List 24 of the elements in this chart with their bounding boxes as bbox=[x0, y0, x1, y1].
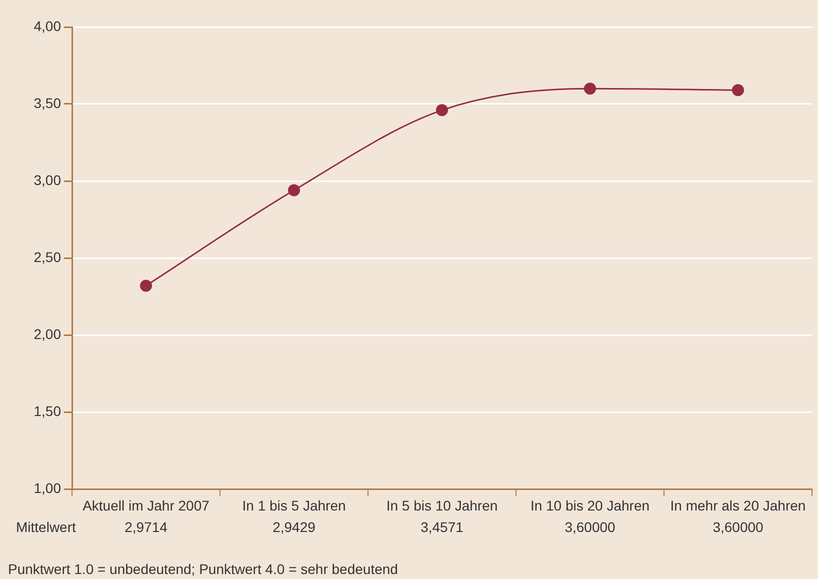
y-tick-label: 2,00 bbox=[34, 326, 62, 342]
y-tick-label: 2,50 bbox=[34, 248, 62, 265]
point bbox=[436, 104, 448, 116]
y-tick-label: 1,00 bbox=[34, 480, 62, 496]
point bbox=[140, 280, 152, 292]
point bbox=[732, 84, 744, 96]
text: Punktwert 1.0 = unbedeutend; Punktwert 4.0 = sehr bedeutend bbox=[8, 560, 398, 577]
point bbox=[584, 82, 596, 95]
y-tick-label: 3,50 bbox=[34, 94, 62, 111]
x-tick-label: In 10 bis 20 Jahren bbox=[530, 497, 650, 514]
text: 2,9429 bbox=[272, 518, 316, 535]
text: Mittelwert bbox=[16, 518, 76, 535]
x-tick-label: In 1 bis 5 Jahren bbox=[242, 497, 346, 514]
x-tick-label: In mehr als 20 Jahren bbox=[670, 497, 806, 514]
y-tick-label: 4,00 bbox=[34, 18, 62, 34]
x-tick-label: Aktuell im Jahr 2007 bbox=[82, 497, 210, 514]
y-tick-label: 1,50 bbox=[34, 402, 62, 419]
text: 3,60000 bbox=[712, 518, 764, 535]
text: 2,9714 bbox=[124, 518, 168, 535]
text: 3,4571 bbox=[420, 518, 464, 535]
point bbox=[288, 184, 300, 196]
y-tick-label: 3,00 bbox=[34, 172, 62, 188]
text: 3,60000 bbox=[564, 518, 616, 535]
x-tick-label: In 5 bis 10 Jahren bbox=[386, 497, 498, 514]
